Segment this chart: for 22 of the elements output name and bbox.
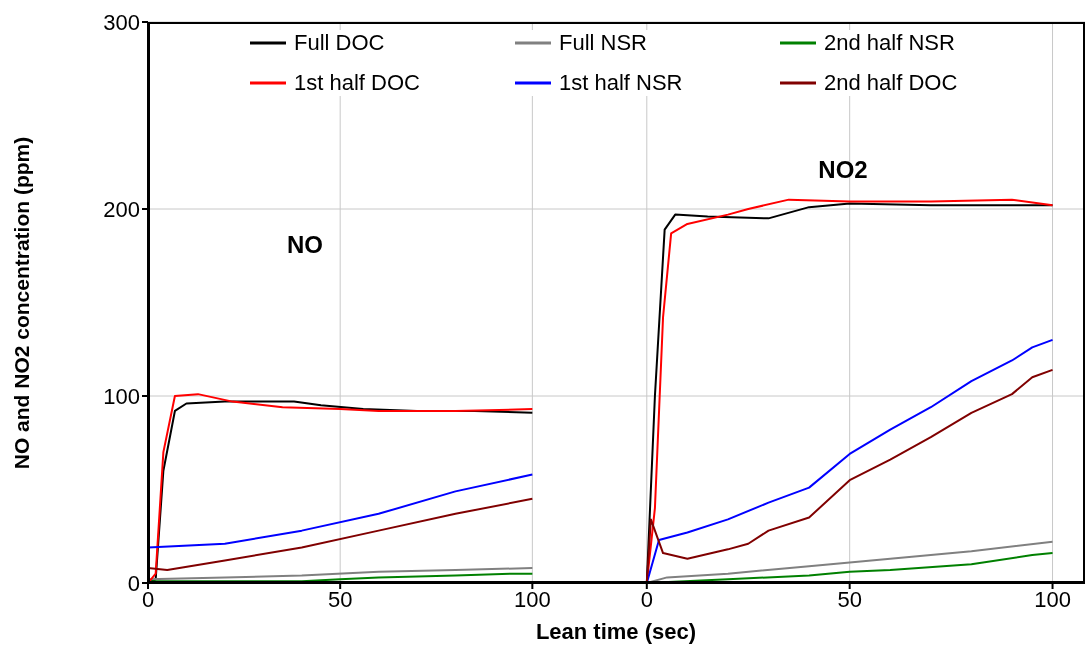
annotation: NO — [287, 231, 323, 259]
x-tick-label: 50 — [837, 586, 862, 612]
legend-label: 1st half DOC — [294, 70, 420, 96]
x-tick-label: 100 — [513, 586, 551, 612]
legend-label: Full NSR — [559, 30, 648, 56]
y-tick-label: 0 — [127, 570, 140, 596]
legend-label: 2nd half DOC — [824, 70, 958, 96]
y-tick-label: 200 — [103, 196, 140, 222]
legend-label: 1st half NSR — [559, 70, 683, 96]
x-tick-label: 0 — [640, 586, 653, 612]
y-tick-label: 100 — [103, 383, 140, 409]
annotation: NO2 — [818, 156, 868, 184]
y-axis-title: NO and NO2 concentration (ppm) — [10, 136, 34, 469]
x-tick-label: 50 — [327, 586, 353, 612]
line-series — [148, 572, 534, 583]
x-tick-label: 100 — [1034, 586, 1071, 612]
legend-label: 2nd half NSR — [824, 30, 955, 56]
y-tick-label: 300 — [103, 9, 140, 35]
x-axis-title: Lean time (sec) — [535, 619, 697, 645]
legend-label: Full DOC — [294, 30, 385, 56]
line-series — [148, 473, 534, 549]
line-series — [148, 497, 534, 571]
